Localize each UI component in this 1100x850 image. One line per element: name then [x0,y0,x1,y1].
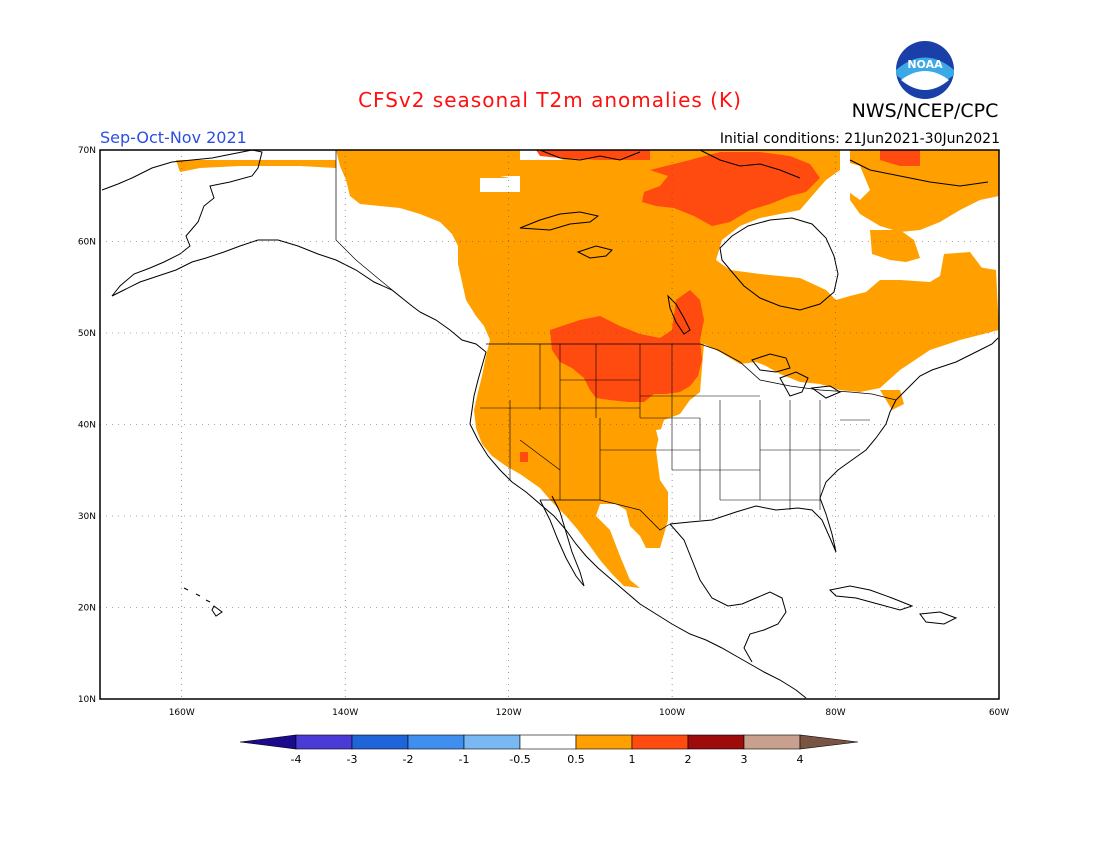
colorbar-swatch [631,734,689,750]
anomaly-region-0-5-to-1-6 [880,390,904,410]
hispaniola [919,611,958,625]
colorbar-swatch [295,734,353,750]
noaa-logo: NOAA [896,41,954,99]
anomaly-region-0-5-to-1-3 [940,252,982,286]
longitude-labels: 160W 140W 120W 100W 80W 60W [169,708,1010,718]
neutral-region-1 [480,178,520,192]
initial-conditions-label: Initial conditions: 21Jun2021-30Jun2021 [719,131,1000,147]
anomaly-fill-layer [176,150,999,699]
lon-label: 140W [332,708,358,718]
colorbar-swatch [743,734,801,750]
gulf-coast [669,523,787,663]
anomaly-region-0-5-to-1-2 [870,230,920,262]
anomaly-region-1-to-2-0 [536,150,650,160]
colorbar-label: 4 [797,753,804,766]
colorbar-swatch [463,734,521,750]
colorbar-swatch [519,734,577,750]
lon-label: 160W [169,708,195,718]
us-canada-border [486,343,897,401]
colorbar-label: -0.5 [509,753,530,766]
us-gulf-coast [669,399,897,553]
anomaly-region-1-to-2-2 [550,290,704,402]
mexico-border [540,499,671,531]
lat-label: 60N [78,238,96,248]
lat-label: 70N [78,146,96,156]
hawaii [183,587,223,617]
logo-text: NOAA [907,58,943,71]
great-slave-lake [576,245,613,259]
anomaly-region-1-to-2-4 [880,150,920,166]
colorbar-swatch [687,734,745,750]
neutral-region-2 [500,176,520,180]
season-label: Sep-Oct-Nov 2021 [100,128,247,147]
neutral-region-0 [656,396,999,699]
lat-label: 10N [78,695,96,705]
map-frame [99,149,1000,700]
colorbar-label: 0.5 [567,753,585,766]
lat-label: 40N [78,421,96,431]
colorbar-label: -4 [291,753,302,766]
coastlines [101,149,999,699]
colorbar-label: 3 [741,753,748,766]
hudson-bay [719,217,839,311]
organization-label: NWS/NCEP/CPC [851,100,999,122]
arctic-islands [539,149,989,187]
lon-label: 80W [825,708,845,718]
cuba [828,585,914,611]
colorbar-right-arrow [799,734,859,750]
great-lakes [751,353,842,399]
anomaly-region-0-5-to-1-4 [176,160,336,172]
state-lines [480,344,870,520]
colorbar-label: 2 [685,753,692,766]
lon-label: 60W [989,708,1009,718]
colorbar-swatch [575,734,633,750]
lat-label: 30N [78,512,96,522]
northeast-coast [895,337,999,401]
anomaly-region-0-5-to-1-5 [878,300,904,330]
lon-label: 120W [496,708,522,718]
lat-label: 20N [78,604,96,614]
latitude-labels: 70N 60N 50N 40N 30N 20N 10N [78,146,96,705]
colorbar-left-arrow [239,734,297,750]
colorbar-label: 1 [629,753,636,766]
colorbar-swatch [351,734,409,750]
anomaly-region-1-to-2-1 [642,152,820,226]
colorbar-label: -3 [347,753,358,766]
lon-label: 100W [659,708,685,718]
lake-winnipeg [667,294,691,335]
anomaly-region-1-to-2-3 [520,452,528,462]
alaska-canada-border [335,150,403,299]
alaska-coast [101,149,421,313]
west-coast [419,311,807,699]
colorbar: -4 -3 -2 -1 -0.5 0.5 1 2 3 4 [239,734,859,766]
colorbar-label: -2 [403,753,414,766]
chart-title: CFSv2 seasonal T2m anomalies (K) [358,88,742,112]
great-bear-lake [519,211,600,231]
baja-coast [539,495,585,587]
anomaly-region-0-5-to-1-1 [850,150,999,232]
lat-label: 50N [78,329,96,339]
colorbar-label: -1 [459,753,470,766]
neutral-region-3 [840,160,870,200]
colorbar-swatch [407,734,465,750]
